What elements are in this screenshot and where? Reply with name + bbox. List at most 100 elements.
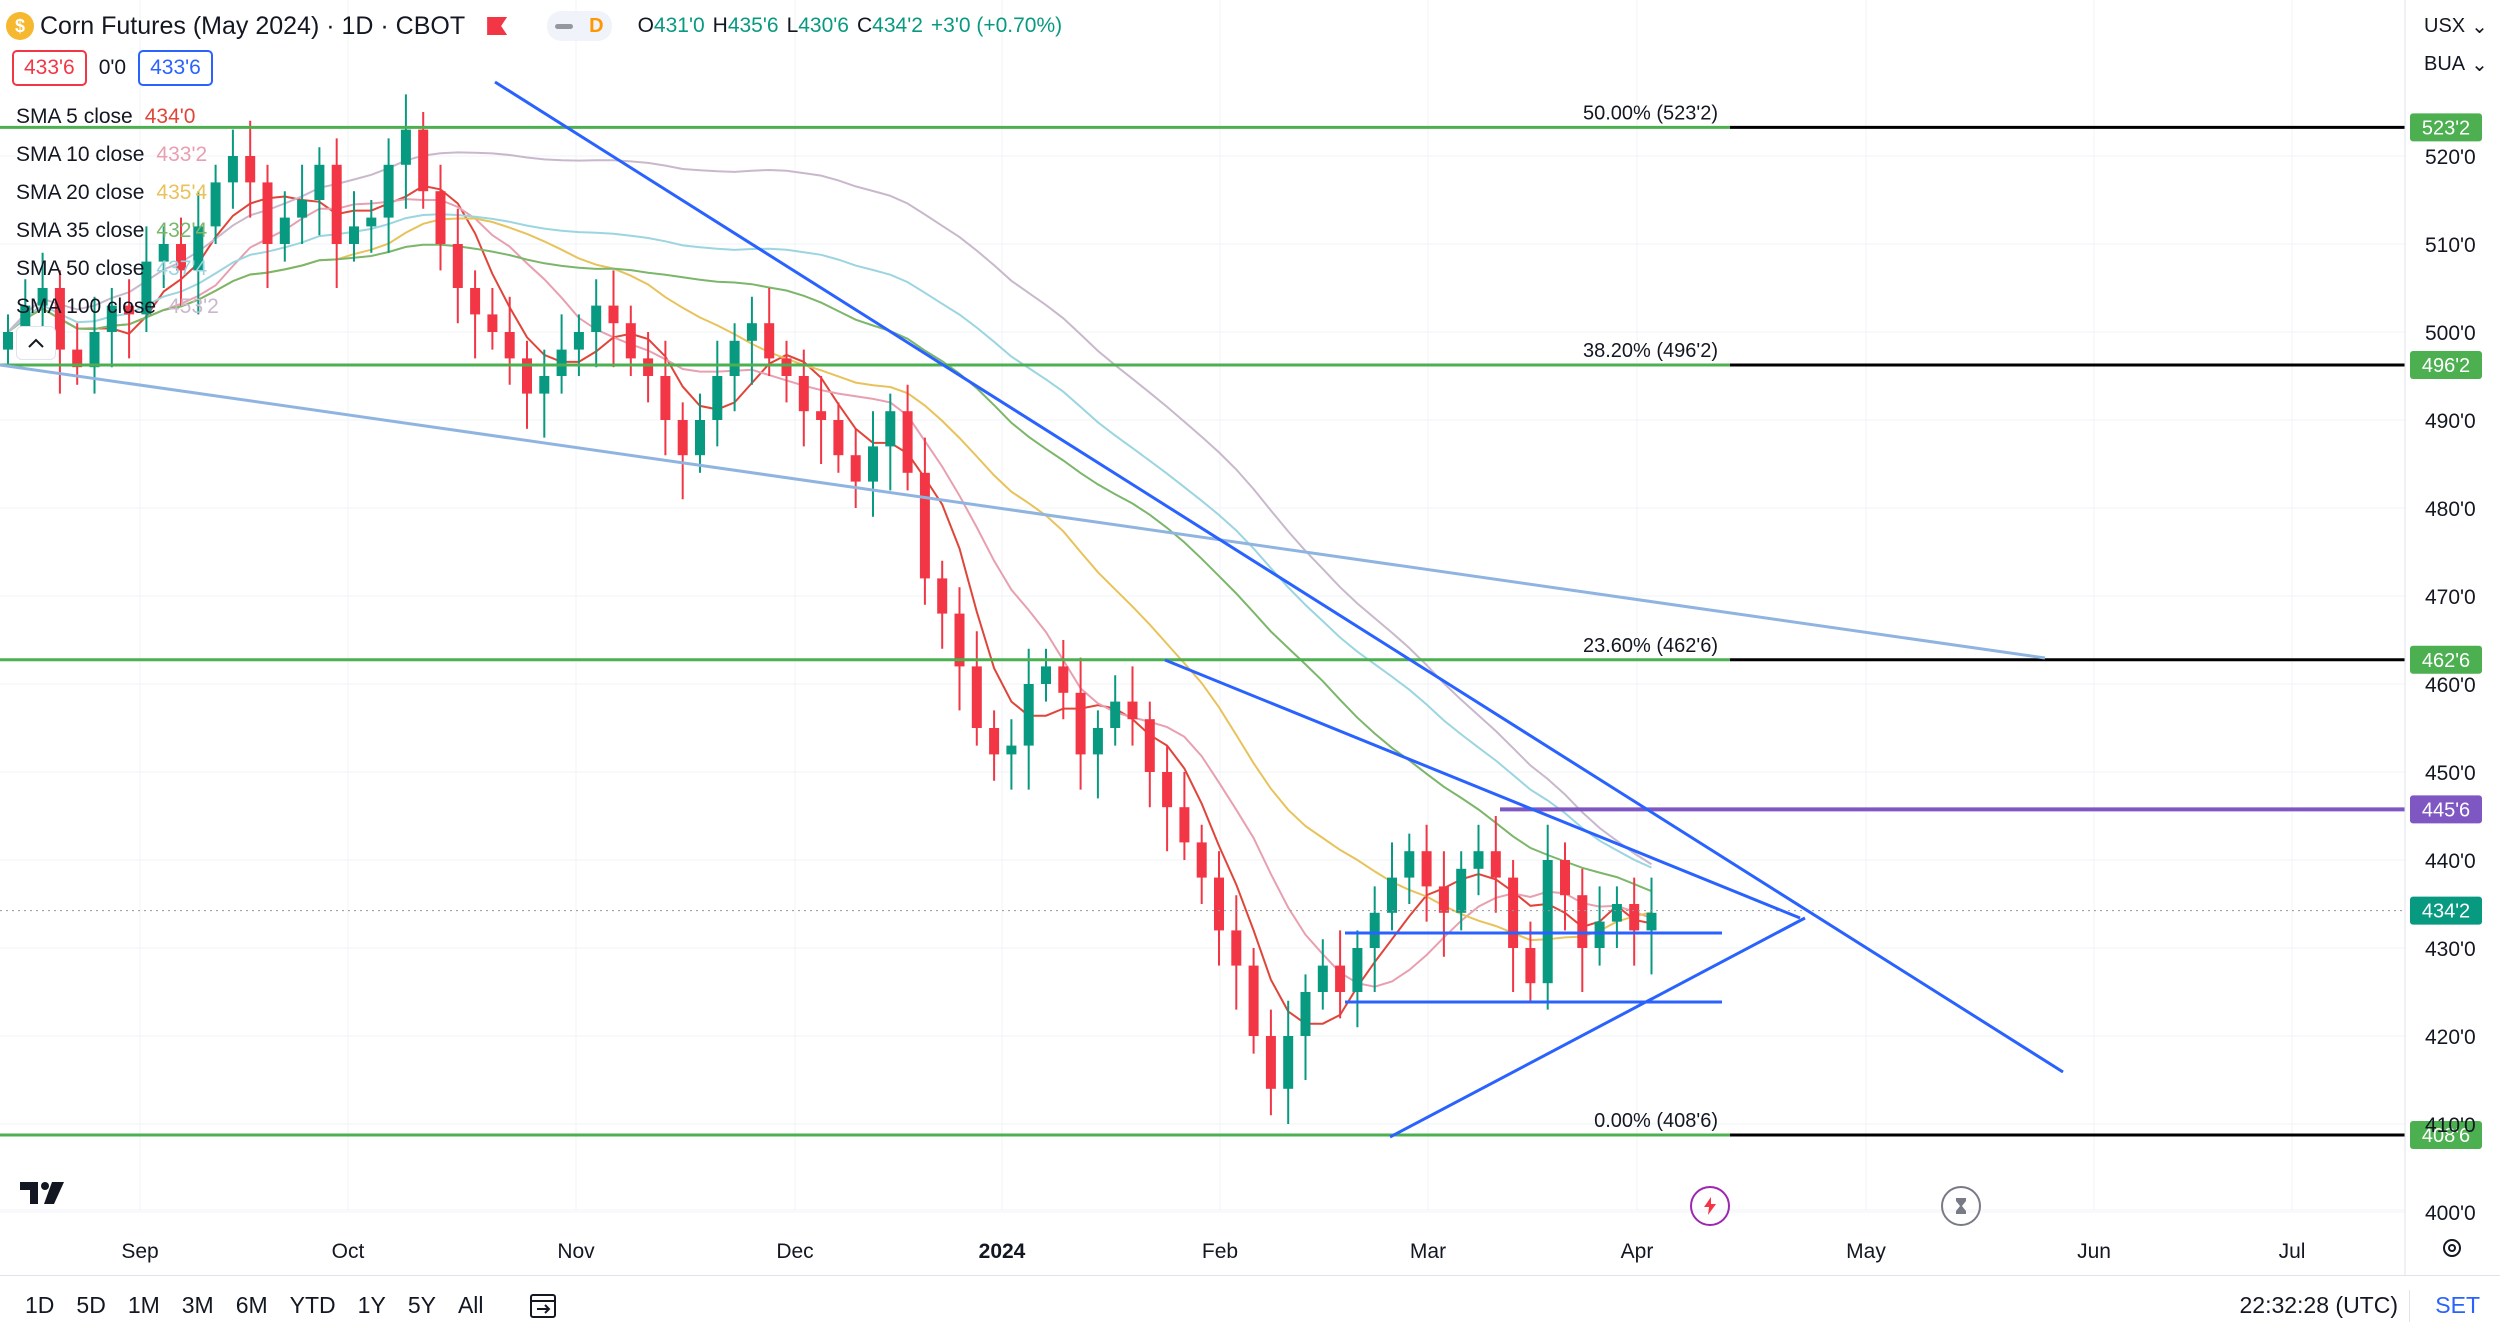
y-tick-label: 510'0	[2425, 234, 2476, 257]
candle-body	[418, 129, 429, 192]
legend-row[interactable]: SMA 20 close 435'4	[16, 174, 219, 212]
sma-line	[7, 243, 1652, 893]
x-tick-label: Sep	[121, 1240, 158, 1263]
candle-body	[1473, 851, 1484, 869]
y-tick-label: 500'0	[2425, 322, 2476, 345]
ohlc-item: O431'0	[637, 14, 705, 37]
long-trendline	[0, 363, 2046, 660]
settings-button[interactable]: SET	[2435, 1292, 2480, 1318]
candle-body	[798, 376, 809, 412]
buy-price-button[interactable]: 433'6	[138, 50, 213, 86]
candle-body	[1456, 868, 1467, 913]
range-button[interactable]: 5D	[76, 1292, 106, 1318]
range-button[interactable]: 6M	[235, 1292, 268, 1318]
candle-body	[3, 332, 13, 350]
drawing-tools: 50.00% (523'2) 523'2 38.20% (496'2) 496'2 23…	[0, 80, 2482, 1149]
candle-body	[435, 191, 446, 244]
candle-body	[1231, 930, 1242, 966]
sell-price-button[interactable]: 433'6	[12, 50, 87, 86]
indicator-legend: SMA 5 close 434'0 SMA 10 close 433'2 SMA 20 …	[16, 98, 219, 326]
y-tick-label: 470'0	[2425, 586, 2476, 609]
resistance-price-tag	[2410, 795, 2482, 824]
chevron-up-icon[interactable]	[16, 326, 56, 360]
visibility-toggle[interactable]: D	[547, 11, 612, 41]
candle-body	[1421, 851, 1432, 887]
last-price-label: 434'2	[2422, 901, 2470, 923]
candle-body	[504, 332, 515, 359]
candle-body	[902, 411, 913, 473]
candle-body	[660, 376, 671, 420]
legend-value: 434'0	[144, 105, 196, 128]
ohlc-values: O431'0 H435'6 L430'6 C434'2 +3'0 (+0.70%)	[638, 14, 1063, 38]
lightning-event-icon[interactable]	[1690, 1186, 1730, 1226]
x-tick-label: Nov	[557, 1240, 595, 1263]
tradingview-logo[interactable]	[20, 1180, 70, 1211]
utc-clock[interactable]: 22:32:28 (UTC)	[2239, 1292, 2398, 1318]
moving-averages	[7, 151, 1653, 1025]
symbol-title[interactable]: Corn Futures (May 2024) · 1D · CBOT	[40, 11, 466, 40]
candle-body	[1075, 692, 1086, 755]
candle-body	[971, 666, 982, 728]
candle-body	[850, 455, 861, 482]
legend-row[interactable]: SMA 100 close 453'2	[16, 288, 219, 326]
hourglass-event-icon[interactable]	[1941, 1186, 1981, 1226]
candle-body	[539, 376, 550, 394]
legend-row[interactable]: SMA 35 close 432'4	[16, 212, 219, 250]
y-tick-label: 460'0	[2425, 674, 2476, 697]
legend-value: 437'4	[156, 257, 208, 280]
candle-body	[556, 349, 567, 376]
candle-body	[1490, 851, 1501, 878]
trade-buttons: 433'6 0'0 433'6	[12, 50, 213, 86]
candle-body	[279, 217, 290, 244]
candle-body	[1387, 877, 1397, 913]
candle-body	[1058, 666, 1069, 693]
currency-selector[interactable]: USX ⌄	[2424, 8, 2488, 44]
y-tick-label: 520'0	[2425, 146, 2476, 169]
candle-body	[210, 182, 221, 227]
candle-body	[625, 323, 636, 359]
legend-row[interactable]: SMA 50 close 437'4	[16, 250, 219, 288]
sma-line	[7, 217, 1652, 942]
candle-body	[712, 376, 723, 420]
fib-tag-label: 496'2	[2422, 355, 2470, 377]
legend-row[interactable]: SMA 10 close 433'2	[16, 136, 219, 174]
candle-body	[1300, 992, 1311, 1036]
legend-name: SMA 35 close	[16, 219, 145, 242]
range-button[interactable]: All	[457, 1292, 484, 1318]
candle-body	[1265, 1036, 1276, 1089]
gear-icon[interactable]	[2440, 1236, 2464, 1265]
x-tick-label: Apr	[1621, 1240, 1654, 1263]
candle-body	[816, 411, 827, 420]
range-button[interactable]: 1Y	[357, 1292, 386, 1318]
candle-body	[937, 578, 948, 614]
candle-body	[227, 156, 238, 183]
legend-row[interactable]: SMA 5 close 434'0	[16, 98, 219, 136]
range-button[interactable]: 1D	[25, 1292, 55, 1318]
calendar-goto-icon[interactable]	[525, 1288, 561, 1324]
ohlc-item: L430'6	[786, 14, 849, 37]
candle-body	[176, 244, 186, 271]
x-tick-label: Mar	[1410, 1240, 1446, 1263]
fib-price-tag	[2410, 351, 2482, 379]
range-button[interactable]: 5Y	[407, 1292, 436, 1318]
candle-body	[1248, 965, 1259, 1036]
fib-tag-label: 462'6	[2422, 650, 2470, 672]
candle-body	[919, 472, 930, 579]
candle-body	[1629, 904, 1640, 931]
y-tick-label: 450'0	[2425, 762, 2476, 785]
range-button[interactable]: 1M	[127, 1292, 160, 1318]
minus-icon	[555, 23, 574, 29]
bottom-toolbar: 1D 5D 1M 3M 6M YTD 1Y 5Y All 22:32:28 (UTC) SET	[0, 1275, 2500, 1335]
range-button[interactable]: 3M	[181, 1292, 214, 1318]
flag-icon[interactable]	[487, 17, 508, 35]
x-tick-label: Feb	[1202, 1240, 1238, 1263]
candle-body	[1335, 965, 1346, 992]
legend-value: 453'2	[168, 295, 219, 318]
candle-body	[1577, 895, 1588, 948]
candle-body	[573, 332, 584, 350]
candle-body	[677, 420, 688, 456]
candle-body	[1317, 965, 1328, 992]
range-button[interactable]: YTD	[289, 1292, 336, 1318]
unit-selector[interactable]: BUA ⌄	[2424, 46, 2488, 82]
